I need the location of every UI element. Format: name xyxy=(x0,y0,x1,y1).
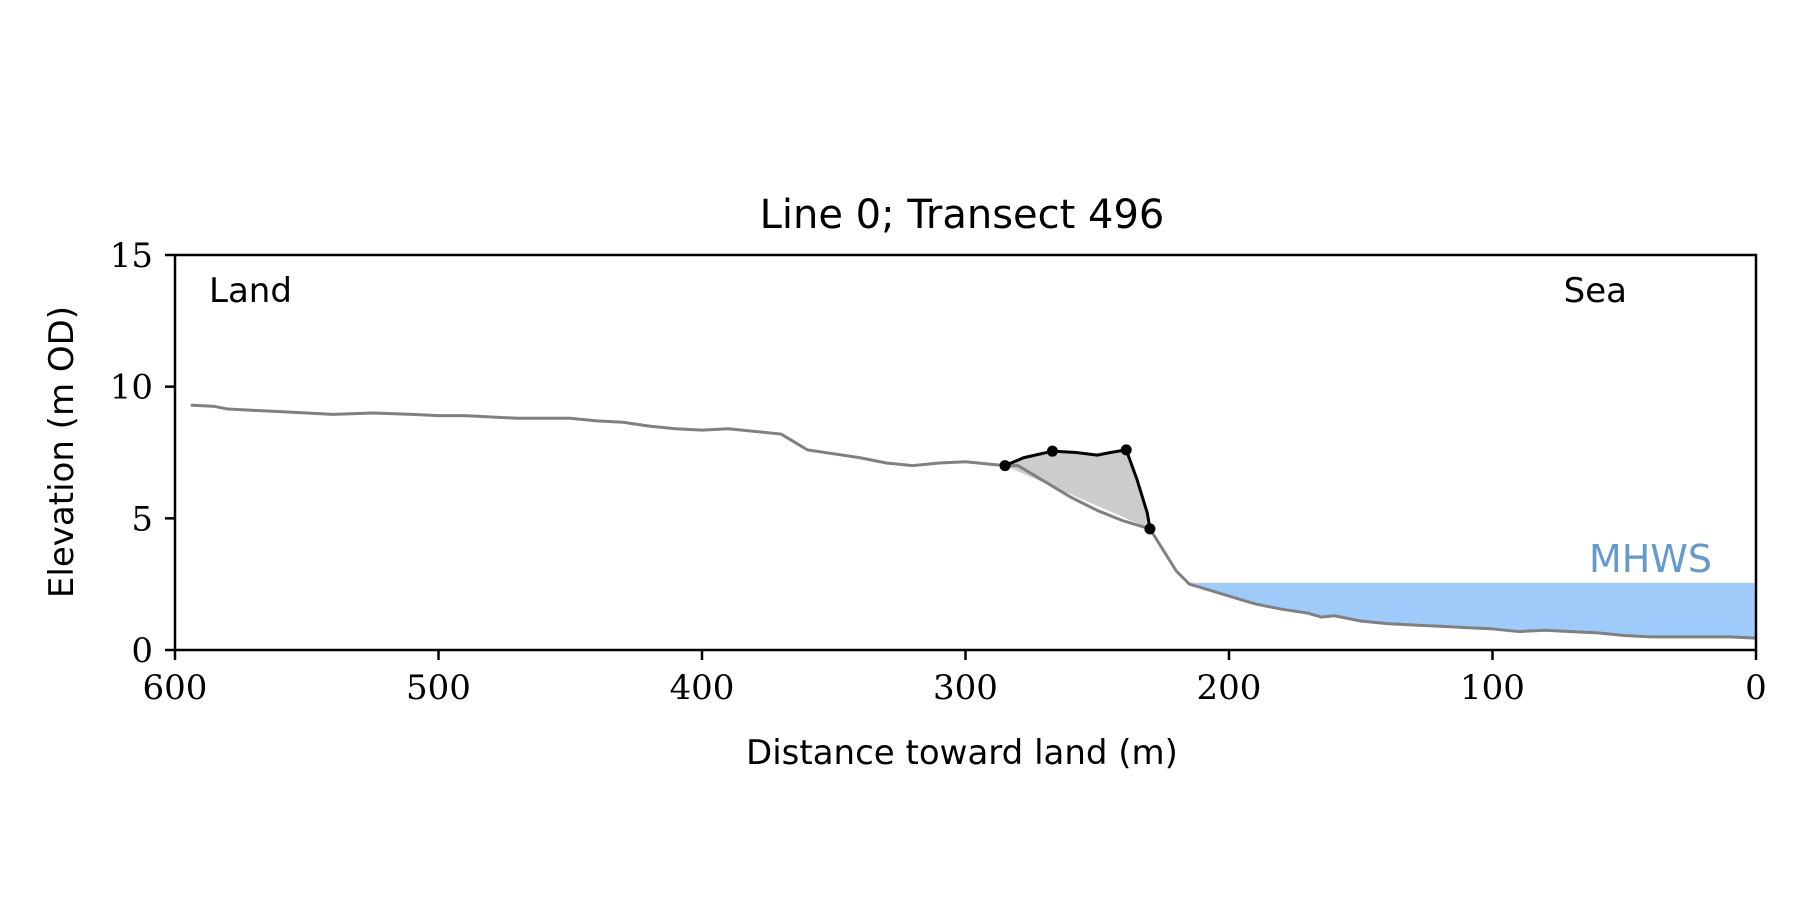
mhws-water-area xyxy=(1188,582,1756,639)
x-tick-label: 100 xyxy=(1460,668,1525,708)
y-tick-label: 0 xyxy=(131,631,153,671)
x-axis-label: Distance toward land (m) xyxy=(746,733,1178,773)
dune-crest-line xyxy=(1004,448,1152,530)
dune-marker-point xyxy=(1120,444,1132,456)
y-tick-label: 5 xyxy=(131,499,153,539)
mhws-label: MHWS xyxy=(1589,537,1712,581)
x-tick-label: 300 xyxy=(933,668,998,708)
y-tick-label: 10 xyxy=(110,368,153,408)
x-tick-label: 400 xyxy=(670,668,735,708)
dune-volume-area xyxy=(1005,449,1150,529)
sea-label: Sea xyxy=(1564,271,1627,311)
chart-title: Line 0; Transect 496 xyxy=(760,192,1165,238)
y-tick-label: 15 xyxy=(110,236,153,276)
dune-marker-point xyxy=(1144,523,1156,535)
land-label: Land xyxy=(209,271,292,311)
dune-marker-point xyxy=(1046,445,1058,457)
plot-area xyxy=(190,403,1757,640)
x-tick-label: 600 xyxy=(143,668,208,708)
x-tick-label: 0 xyxy=(1745,668,1767,708)
x-tick-label: 500 xyxy=(406,668,471,708)
y-axis: 0 5 10 15 xyxy=(110,236,175,671)
y-axis-label: Elevation (m OD) xyxy=(42,306,82,598)
x-axis: 600 500 400 300 200 100 0 xyxy=(143,650,1767,708)
x-tick-label: 200 xyxy=(1197,668,1262,708)
dune-marker-point xyxy=(999,460,1011,472)
